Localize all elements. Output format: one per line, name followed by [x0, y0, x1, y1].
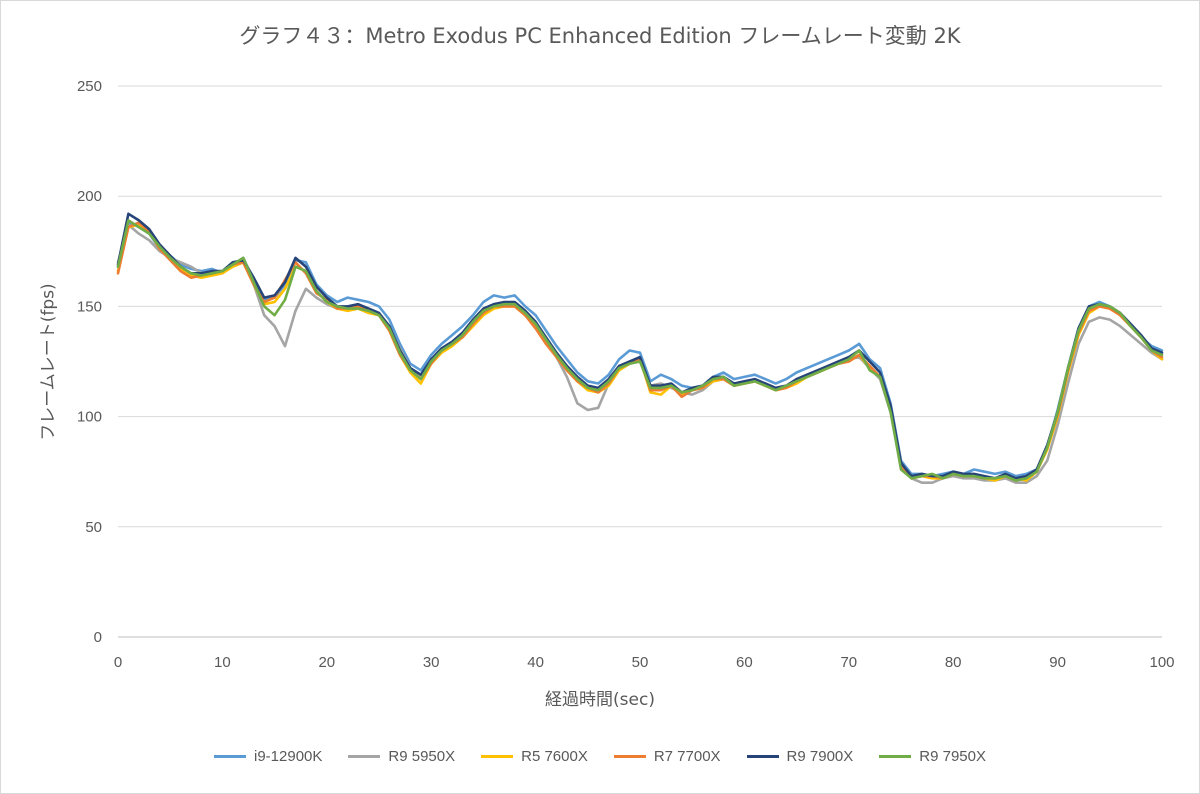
series-line-4 — [116, 212, 1164, 480]
legend-swatch — [348, 755, 381, 758]
legend-label: R9 5950X — [388, 748, 456, 765]
legend-label: i9-12900K — [254, 748, 323, 765]
y-tick-label: 100 — [77, 409, 102, 426]
x-tick-label: 70 — [840, 654, 857, 671]
legend-item: R9 7900X — [746, 748, 854, 765]
legend-item: R9 7950X — [879, 748, 986, 765]
x-tick-label: 10 — [214, 654, 231, 671]
chart-title: グラフ４３：Metro Exodus PC Enhanced Edition フ… — [239, 24, 961, 48]
x-tick-label: 100 — [1149, 654, 1174, 671]
chart-legend: i9-12900K R9 5950X R5 7600X R7 7700X R9 7900… — [0, 748, 1200, 765]
y-tick-label: 250 — [77, 78, 102, 95]
x-axis-label: 経過時間(sec) — [545, 690, 655, 710]
legend-swatch — [481, 755, 514, 758]
x-tick-label: 80 — [945, 654, 962, 671]
legend-swatch — [613, 755, 646, 758]
x-tick-label: 40 — [527, 654, 544, 671]
legend-label: R9 7950X — [919, 748, 986, 765]
y-tick-label: 0 — [94, 629, 102, 646]
legend-swatch — [214, 755, 246, 758]
legend-swatch — [746, 755, 779, 758]
x-tick-label: 0 — [114, 654, 122, 671]
legend-label: R5 7600X — [521, 748, 588, 765]
legend-swatch — [879, 755, 912, 758]
legend-item: i9-12900K — [214, 748, 322, 765]
x-tick-label: 20 — [318, 654, 335, 671]
y-tick-label: 50 — [85, 519, 102, 536]
y-tick-label: 200 — [77, 188, 102, 205]
legend-item: R7 7700X — [613, 748, 721, 765]
x-tick-label: 60 — [736, 654, 753, 671]
series-line-0 — [116, 221, 1164, 478]
x-tick-label: 50 — [632, 654, 649, 671]
y-tick-label: 150 — [77, 298, 102, 315]
legend-label: R9 7900X — [786, 748, 854, 765]
legend-label: R7 7700X — [653, 748, 721, 765]
series-line-5 — [116, 219, 1164, 482]
x-tick-label: 90 — [1049, 654, 1066, 671]
legend-item: R9 5950X — [348, 748, 455, 765]
x-tick-label: 30 — [423, 654, 440, 671]
legend-item: R5 7600X — [481, 748, 588, 765]
